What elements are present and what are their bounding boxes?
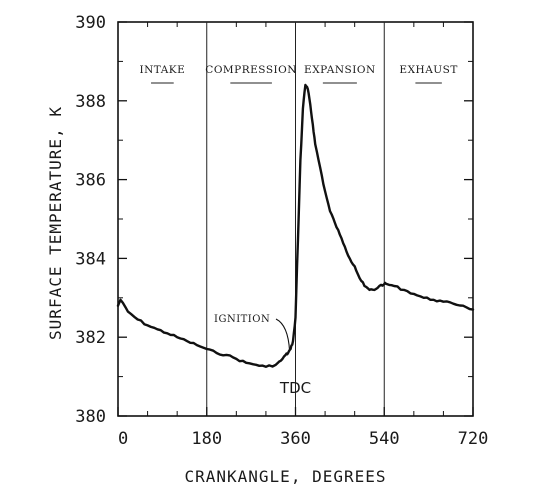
phase-label: EXHAUST [399,64,457,76]
ignition-arrow [275,318,291,352]
y-tick-label: 380 [75,407,106,427]
y-tick-label: 388 [75,92,106,112]
x-tick-label: 540 [369,429,400,449]
y-axis-title: SURFACE TEMPERATURE, K [46,106,65,340]
x-axis-ticks: 0 180 360 540 720 [117,22,489,449]
y-axis-ticks: 380 382 384 386 388 390 [75,13,473,427]
phase-labels: INTAKE COMPRESSION EXPANSION EXHAUST [139,64,457,84]
phase-dividers [206,22,385,416]
tdc-label: TDC [279,379,311,397]
ignition-label: IGNITION [214,314,270,325]
x-tick-label: 180 [191,429,222,449]
phase-label: INTAKE [139,64,185,76]
x-tick-label: 0 [118,429,128,449]
y-tick-label: 386 [75,171,106,191]
x-axis-title: CRANKANGLE, DEGREES [184,467,386,486]
x-tick-label: 360 [280,429,311,449]
phase-label: EXPANSION [304,64,376,76]
x-tick-label: 720 [458,429,489,449]
phase-label: COMPRESSION [205,64,297,76]
surface-temperature-line [116,83,475,368]
y-tick-label: 382 [75,328,106,348]
y-tick-label: 390 [75,13,106,33]
annotations: IGNITION TDC [214,314,311,397]
y-tick-label: 384 [75,249,106,269]
